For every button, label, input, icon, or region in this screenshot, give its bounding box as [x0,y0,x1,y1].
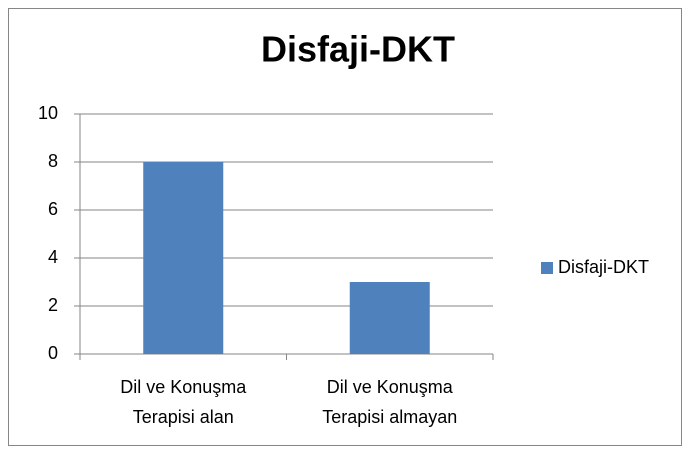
y-tick-label: 2 [48,295,58,315]
y-tick-label: 4 [48,247,58,267]
legend-swatch [541,262,553,274]
x-tick-label: Dil ve Konuşma Terapisi alan [120,377,247,427]
x-tick-label: Dil ve Konuşma Terapisi almayan [322,377,458,427]
chart-title: Disfaji-DKT [261,29,455,70]
y-tick-label: 0 [48,343,58,363]
y-tick-label: 8 [48,151,58,171]
chart-border [8,8,682,446]
bar [143,162,224,354]
legend-label: Disfaji-DKT [558,257,649,277]
bar [349,282,430,354]
y-tick-label: 10 [38,103,58,123]
y-tick-label: 6 [48,199,58,219]
